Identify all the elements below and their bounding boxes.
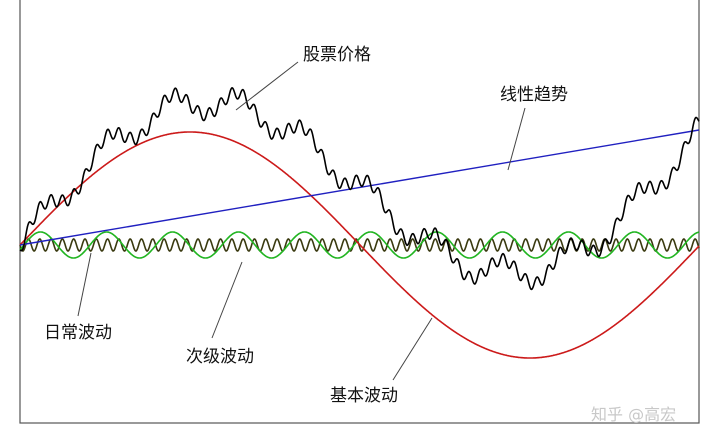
- secondary-fluctuation-curve: [19, 231, 700, 259]
- watermark: 知乎 @高宏: [591, 405, 677, 424]
- frame: [19, 0, 700, 424]
- stock-price-curve: [19, 87, 700, 291]
- daily-fluctuation-curve: [19, 238, 700, 252]
- secondary-fluctuation-leader-line: [211, 261, 243, 339]
- primary-fluctuation-leader-line: [392, 317, 433, 381]
- stock-price-label: 股票价格: [303, 45, 371, 65]
- linear-trend-label: 线性趋势: [500, 85, 568, 105]
- primary-fluctuation-label: 基本波动: [330, 386, 398, 406]
- linear-trend-leader-line: [507, 107, 526, 171]
- stock-price-leader-line: [235, 61, 299, 111]
- primary-fluctuation-curve: [19, 131, 700, 359]
- linear-trend-line: [19, 129, 700, 246]
- daily-fluctuation-leader-line: [77, 252, 92, 317]
- secondary-fluctuation-label: 次级波动: [186, 347, 254, 367]
- daily-fluctuation-label: 日常波动: [44, 323, 112, 343]
